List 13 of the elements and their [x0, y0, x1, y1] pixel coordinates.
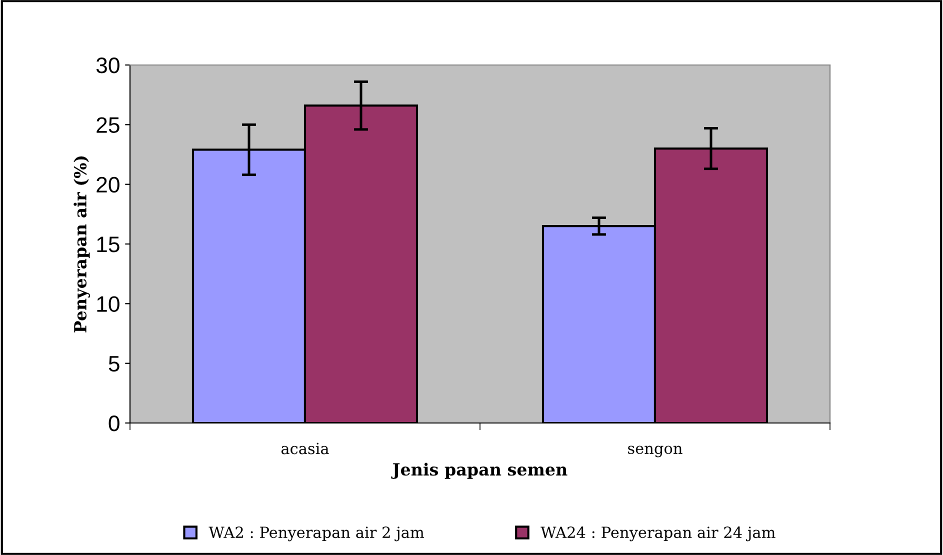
y-tick-label: 20 [96, 176, 120, 193]
x-tick-label: acasia [281, 442, 329, 454]
x-axis-title: Jenis papan semen [391, 462, 568, 479]
legend-label: WA24 : Penyerapan air 24 jam [540, 526, 776, 542]
y-tick-label: 15 [97, 236, 120, 252]
legend-label: WA2 : Penyerapan air 2 jam [208, 526, 424, 542]
y-tick-label: 30 [96, 58, 120, 74]
x-tick-label: sengon [628, 446, 682, 458]
y-tick-label: 25 [96, 117, 120, 133]
y-axis-title: Penyerapan air (%) [74, 156, 90, 332]
y-tick-label: 5 [108, 356, 120, 372]
y-tick-label: 0 [108, 416, 120, 432]
y-tick-label: 10 [97, 296, 120, 312]
